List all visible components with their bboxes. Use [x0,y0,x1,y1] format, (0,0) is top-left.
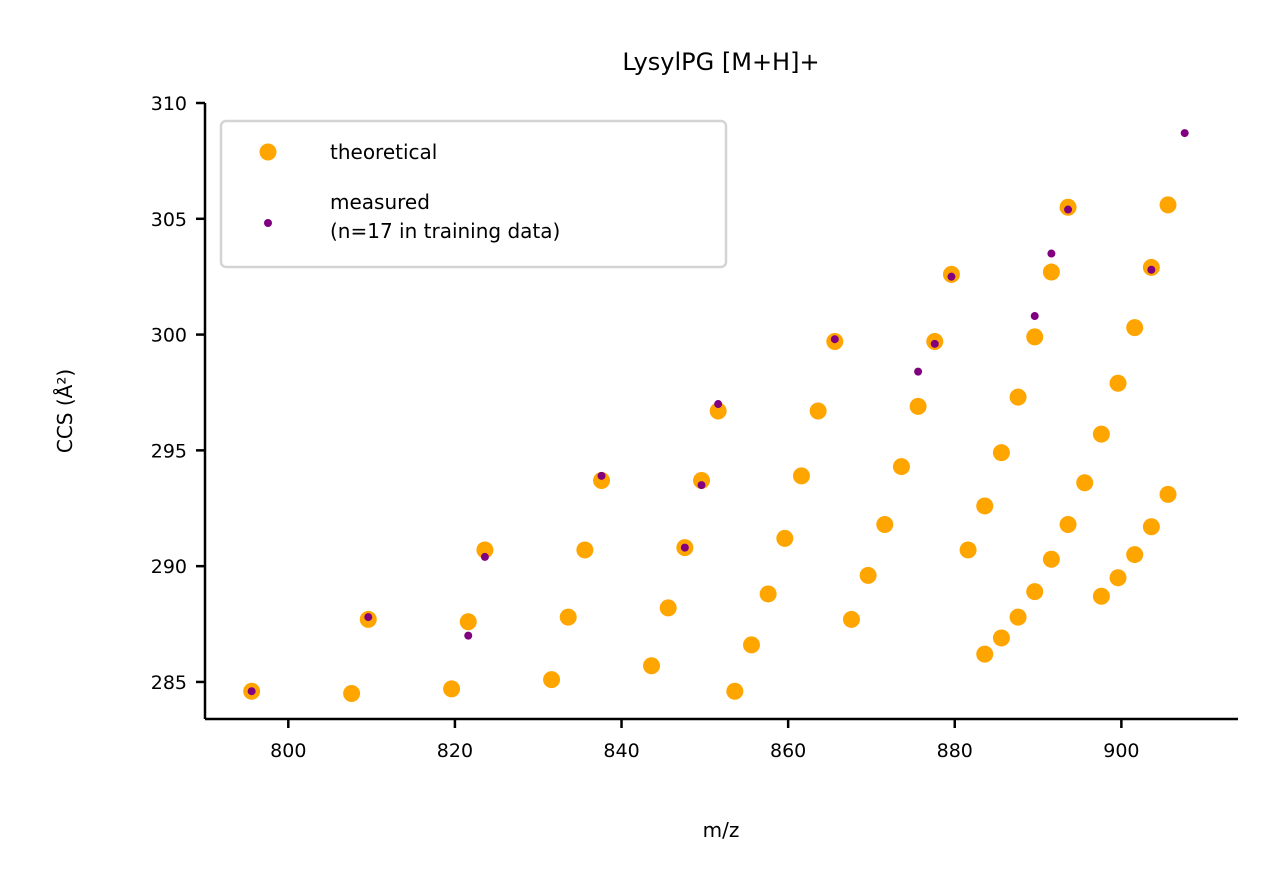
theoretical-point [859,566,877,584]
theoretical-point [726,682,744,700]
theoretical-point [1126,319,1144,337]
measured-point [1030,312,1039,321]
legend-label-measured: measured (n=17 in training data) [330,190,560,243]
x-tick-label: 860 [770,740,806,762]
theoretical-point [443,680,461,698]
theoretical-point [992,629,1010,647]
theoretical-point [1126,546,1144,564]
theoretical-point [892,458,910,476]
theoretical-point [343,685,361,703]
theoretical-point [876,515,894,533]
y-tick-label: 295 [151,440,187,462]
chart-title: LysylPG [M+H]+ [622,48,819,76]
theoretical-point [976,497,994,515]
theoretical-point [659,599,677,617]
y-tick-label: 285 [151,672,187,694]
x-tick-label: 900 [1103,740,1139,762]
theoretical-point [643,657,661,675]
measured-point [597,471,606,480]
x-tick-label: 880 [937,740,973,762]
theoretical-point [543,671,561,689]
measured-point [464,631,473,640]
theoretical-point [1109,374,1127,392]
measured-point [1147,265,1156,274]
theoretical-point [1042,263,1060,281]
theoretical-point [693,471,711,489]
theoretical-point [459,613,477,631]
measured-point [480,552,489,561]
theoretical-point [476,541,494,559]
measured-point [697,481,706,490]
theoretical-point [1042,550,1060,568]
theoretical-point [1026,328,1044,346]
legend-label-theoretical: theoretical [330,140,437,164]
theoretical-point [1159,196,1177,214]
measured-point [364,613,373,622]
theoretical-point [1109,569,1127,587]
theoretical-point [792,467,810,485]
theoretical-point [1076,474,1094,492]
ticks-layer: 800 820 840 860 880 900 285 290 295 300 305 310 [151,93,1140,762]
theoretical-point [1092,587,1110,605]
x-axis-label: m/z [703,818,740,842]
measured-point [947,272,956,281]
theoretical-point [776,529,794,547]
theoretical-point [559,608,577,626]
theoretical-point [909,397,927,415]
measured-point [680,543,689,552]
theoretical-point [576,541,594,559]
theoretical-point [959,541,977,559]
y-tick-label: 290 [151,556,187,578]
x-tick-label: 820 [437,740,473,762]
y-tick-label: 300 [151,325,187,347]
theoretical-point [1026,583,1044,601]
measured-point [714,400,723,409]
measured-point [930,339,939,348]
theoretical-point [709,402,727,420]
theoretical-point [976,645,994,663]
theoretical-point [1142,518,1160,536]
measured-point [1047,249,1056,258]
legend-frame [219,119,728,269]
theoretical-point [593,471,611,489]
measured-point [830,335,839,344]
y-tick-label: 305 [151,209,187,231]
theoretical-point [1092,425,1110,443]
points-layer [243,129,1189,703]
theoretical-point [742,636,760,654]
theoretical-point [842,610,860,628]
legend-marker-measured [264,219,272,227]
axes-layer [203,103,1238,721]
theoretical-point [809,402,827,420]
legend: theoretical measured (n=17 in training da… [219,119,728,269]
measured-point [1180,129,1189,138]
measured-point [1064,205,1073,214]
measured-point [247,687,256,696]
theoretical-point [1009,388,1027,406]
measured-point [914,367,923,376]
theoretical-point [1159,485,1177,503]
theoretical-point [1009,608,1027,626]
theoretical-point [1059,515,1077,533]
theoretical-point [759,585,777,603]
y-axis-label: CCS (Å²) [53,369,77,453]
y-tick-label: 310 [151,93,187,115]
x-tick-label: 800 [270,740,306,762]
theoretical-point [992,444,1010,462]
x-tick-label: 840 [603,740,639,762]
legend-marker-theoretical [259,143,277,161]
